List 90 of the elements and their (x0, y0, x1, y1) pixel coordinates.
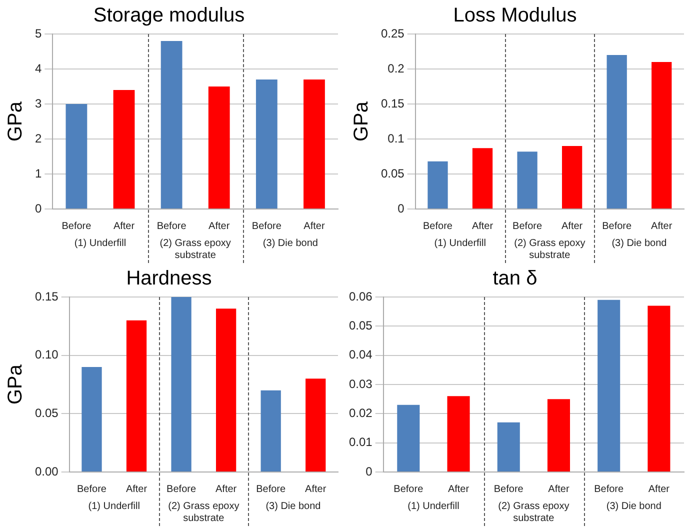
y-axis-title: GPa (350, 100, 373, 142)
bar (517, 152, 538, 208)
x-tick-label: Before (77, 484, 107, 495)
x-tick-label: Before (256, 484, 286, 495)
text: (1) Underfill (88, 500, 140, 512)
y-tick-label: 0.1 (388, 131, 405, 146)
text: (2) Grass epoxy substrate (514, 238, 586, 261)
y-axis-title: GPa (4, 100, 27, 142)
text: (1) Underfill (74, 238, 126, 249)
text: (1) Underfill (434, 238, 486, 249)
bar (260, 390, 281, 472)
x-tick-label: Before (594, 484, 624, 495)
bar (447, 396, 470, 472)
x-tick-label: After (548, 484, 570, 495)
y-tick-label: 0.01 (348, 435, 373, 450)
chart-title: Storage modulus (93, 4, 245, 27)
bar (606, 55, 627, 208)
x-tick-label: Before (252, 220, 282, 232)
bar (652, 62, 672, 208)
chart-title: tan δ (492, 268, 538, 290)
bar (208, 86, 230, 208)
bar (648, 306, 670, 472)
text: (1) Underfill (408, 500, 460, 512)
x-tick-label: After (126, 484, 148, 495)
bar (304, 80, 325, 208)
x-tick-label: After (305, 484, 327, 495)
y-tick-label: 5 (34, 26, 42, 40)
y-tick-label: 0.06 (348, 289, 373, 304)
x-tick-label: After (208, 220, 230, 232)
x-tick-label: Before (166, 484, 196, 495)
bar (306, 378, 326, 472)
y-tick-label: 0 (398, 201, 405, 216)
text: (3) Die bond (606, 500, 662, 512)
bar (82, 367, 102, 472)
x-tick-label: Before (62, 220, 92, 232)
bar (472, 148, 493, 208)
x-tick-label: Before (423, 220, 453, 232)
y-tick-label: 0.15 (380, 96, 405, 110)
y-tick-label: 1 (34, 166, 42, 180)
bar (160, 41, 182, 208)
text: (2) Grass epoxy substrate (168, 500, 240, 524)
y-tick-label: 0.00 (34, 464, 59, 478)
bar (66, 104, 88, 208)
text: (3) Die bond (262, 238, 318, 249)
y-tick-label: 2 (34, 131, 42, 146)
bar (598, 300, 620, 472)
text: (2) Grass epoxy substrate (160, 238, 231, 261)
y-tick-label: 0.2 (388, 61, 405, 76)
text: (2) Grass epoxy substrate (498, 500, 570, 524)
y-tick-label: 0.05 (348, 318, 373, 332)
bar (497, 422, 520, 472)
x-tick-label: After (472, 220, 494, 232)
y-tick-label: 0.05 (34, 406, 59, 420)
y-tick-label: 3 (34, 96, 42, 110)
x-tick-label: Before (512, 220, 542, 232)
chart-title: Loss Modulus (453, 4, 577, 27)
bar (397, 404, 420, 472)
x-tick-label: Before (156, 220, 187, 232)
y-tick-label: 0.03 (348, 376, 373, 391)
bar (216, 308, 236, 472)
y-tick-label: 0.10 (34, 348, 59, 362)
x-tick-label: After (304, 220, 326, 232)
x-tick-label: Before (494, 484, 524, 495)
bar (547, 399, 570, 472)
y-tick-label: 0 (366, 464, 373, 478)
bar (428, 161, 448, 208)
y-tick-label: 0 (34, 201, 42, 216)
x-tick-label: Before (602, 220, 632, 232)
chart-title: Hardness (126, 268, 212, 290)
text: (3) Die bond (612, 238, 667, 249)
bar (256, 80, 278, 208)
y-tick-label: 0.15 (34, 289, 59, 304)
x-tick-label: Before (394, 484, 424, 495)
bar (171, 297, 192, 472)
y-tick-label: 0.05 (380, 166, 405, 180)
x-tick-label: After (216, 484, 238, 495)
x-tick-label: After (113, 220, 136, 232)
bar (126, 320, 147, 472)
y-tick-label: 0.25 (380, 26, 405, 40)
bar (562, 146, 582, 208)
text: (3) Die bond (266, 500, 321, 512)
x-tick-label: After (648, 484, 670, 495)
y-tick-label: 0.02 (348, 406, 373, 420)
y-tick-label: 4 (34, 61, 42, 76)
y-axis-title: GPa (4, 364, 27, 405)
x-tick-label: After (651, 220, 673, 232)
y-tick-label: 0.04 (348, 348, 373, 362)
bar (113, 90, 135, 208)
x-tick-label: After (448, 484, 470, 495)
x-tick-label: After (562, 220, 584, 232)
